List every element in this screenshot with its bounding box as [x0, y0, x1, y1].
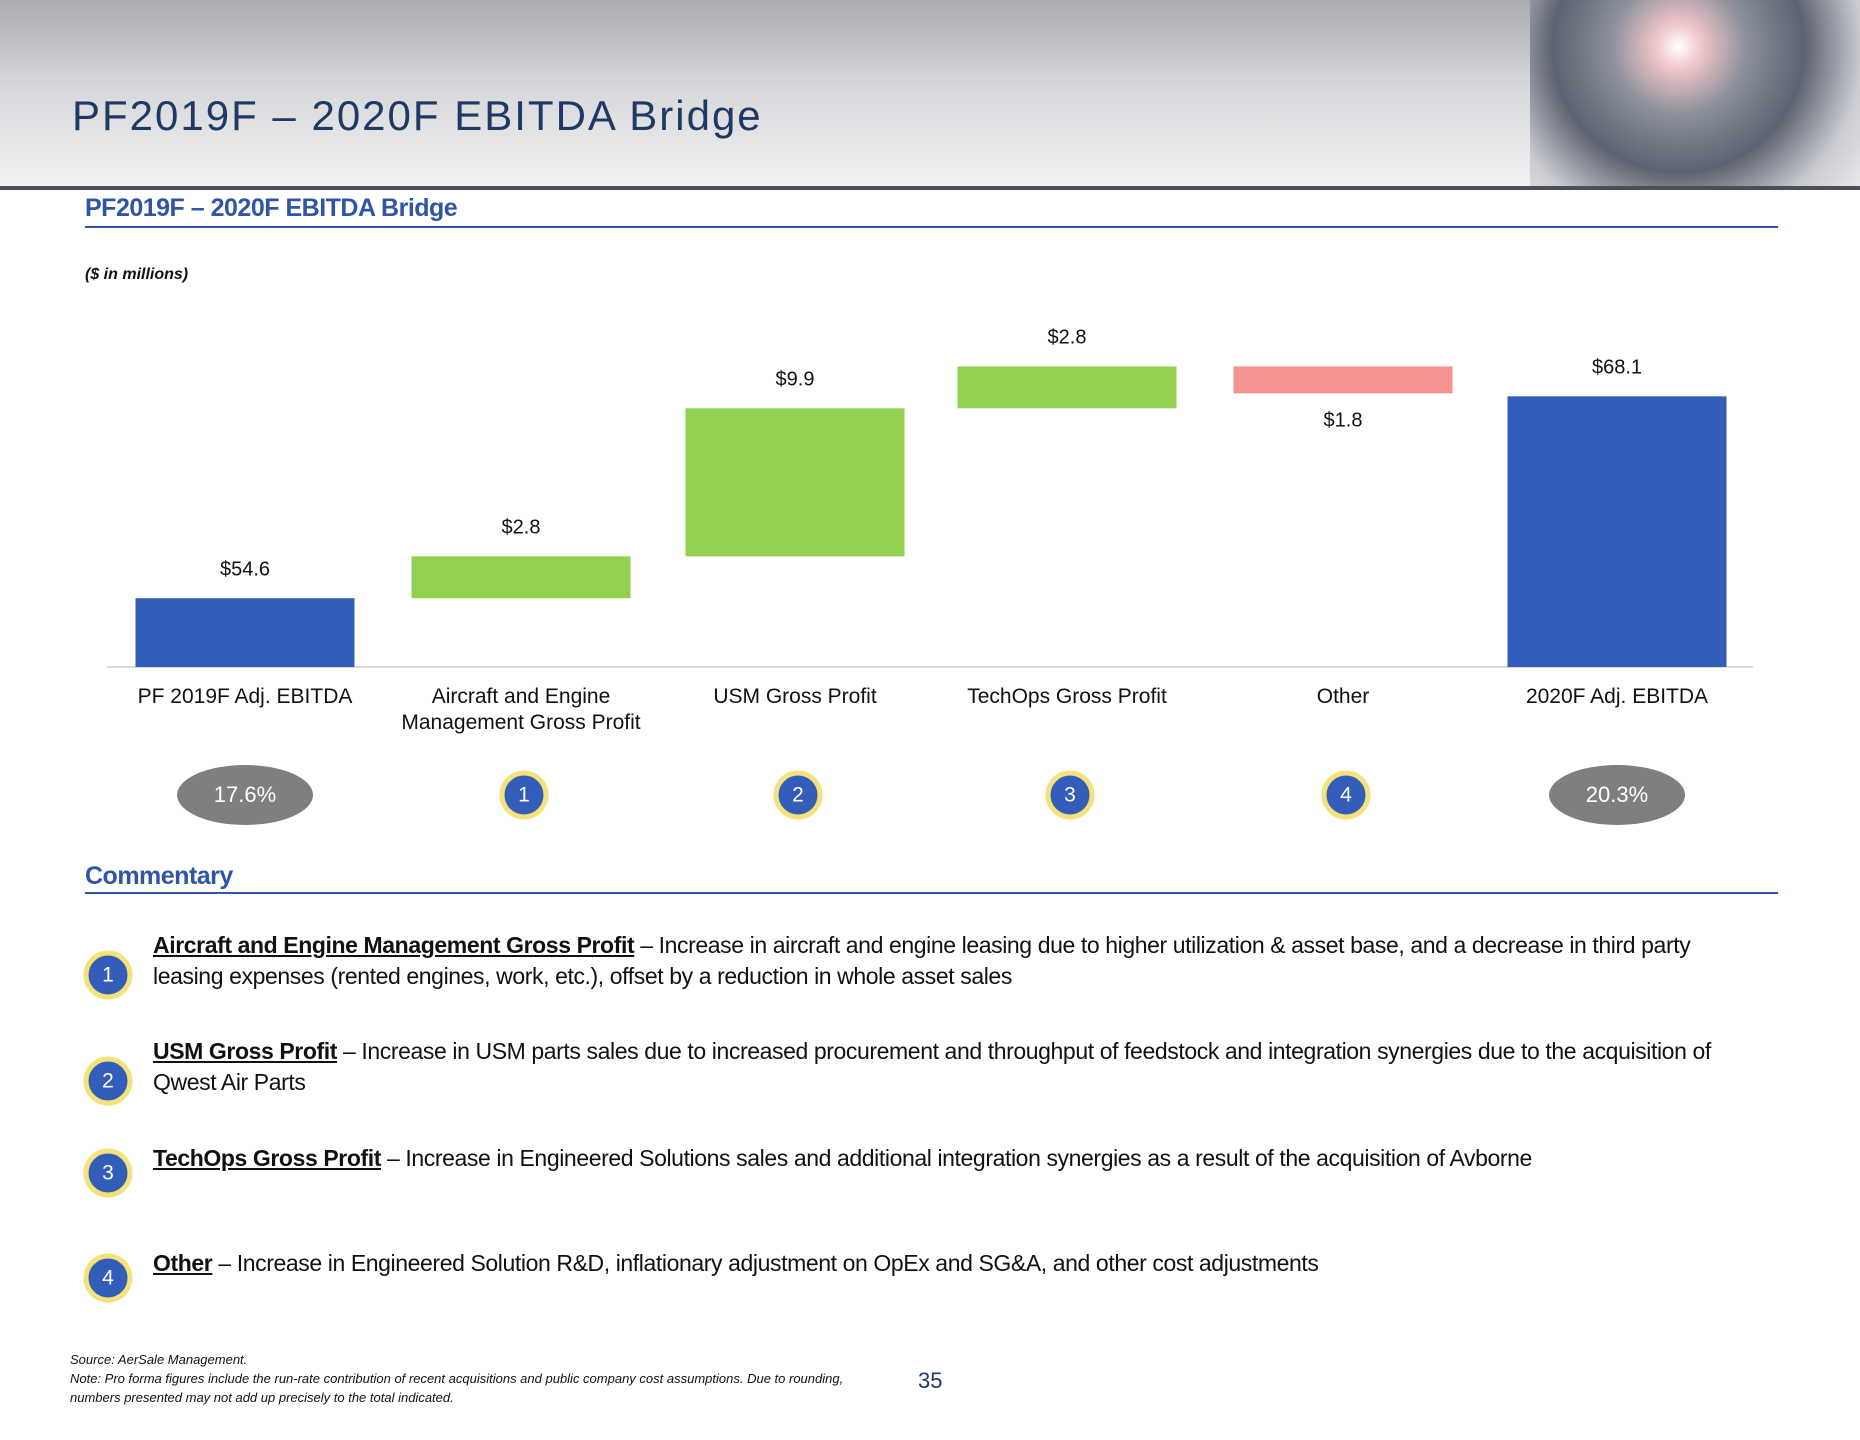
chart: $54.6 $2.8 $9.9 $2.8 $1.8 $68.1 17.6% 1 2 3 4 20.3% [107, 327, 1753, 825]
item-text: – Increase in aircraft and engine leasin… [153, 932, 1691, 989]
header-image [1530, 0, 1860, 186]
margin-badge [1549, 765, 1685, 825]
data-label: $54.6 [220, 558, 270, 580]
section-rule [85, 226, 1778, 228]
x-tick-label: 2020F Adj. EBITDA [1525, 685, 1709, 708]
commentary-item: Other – Increase in Engineered Solution … [153, 1248, 1763, 1279]
badge-number: 4 [102, 1267, 114, 1290]
data-label: $2.8 [502, 517, 541, 539]
margin-badge [177, 765, 313, 825]
margin-label: 20.3% [1586, 782, 1648, 807]
source-note: Source: AerSale Management. [70, 1352, 248, 1367]
bar [411, 556, 631, 599]
item-heading: Aircraft and Engine Management Gross Pro… [153, 932, 635, 958]
item-heading: TechOps Gross Profit [153, 1145, 382, 1171]
number-badge [1045, 770, 1095, 820]
footnote: Note: Pro forma figures include the run-… [70, 1371, 844, 1405]
badge-number: 3 [102, 1162, 114, 1185]
number-badge [83, 950, 133, 1000]
bar [135, 598, 355, 667]
data-label: $2.8 [1048, 327, 1087, 349]
page-number: 35 [918, 1368, 943, 1393]
data-label: $68.1 [1592, 357, 1642, 379]
data-label: $9.9 [776, 369, 815, 391]
x-tick-label: Aircraft and Engine Management Gross Pro… [401, 685, 641, 734]
section-title: PF2019F – 2020F EBITDA Bridge [85, 194, 458, 222]
x-tick-label: PF 2019F Adj. EBITDA [137, 685, 353, 708]
number-badge [499, 770, 549, 820]
commentary-title: Commentary [85, 862, 233, 890]
item-text: – Increase in Engineered Solution R&D, i… [218, 1250, 1319, 1276]
slide-title: PF2019F – 2020F EBITDA Bridge [72, 92, 763, 139]
badge-number: 3 [1064, 784, 1076, 807]
item-heading: USM Gross Profit [153, 1038, 338, 1064]
badge-number: 1 [102, 964, 114, 987]
badge-number: 2 [792, 784, 804, 807]
x-tick-label: Other [1316, 685, 1370, 708]
bar [1233, 366, 1453, 394]
commentary-item: USM Gross Profit – Increase in USM parts… [153, 1036, 1763, 1098]
commentary-item: TechOps Gross Profit – Increase in Engin… [153, 1143, 1763, 1174]
bar [1507, 396, 1727, 667]
number-badge [773, 770, 823, 820]
commentary-rule [85, 892, 1778, 894]
badge-number: 1 [518, 784, 530, 807]
bar [685, 408, 905, 557]
bar [957, 366, 1177, 409]
number-badge [83, 1056, 133, 1106]
commentary-item: Aircraft and Engine Management Gross Pro… [153, 930, 1763, 992]
item-heading: Other [153, 1250, 213, 1276]
margin-label: 17.6% [214, 782, 276, 807]
number-badge [83, 1148, 133, 1198]
commentary-badges: 1 2 3 4 [83, 950, 133, 1303]
item-text: – Increase in Engineered Solutions sales… [387, 1145, 1532, 1171]
data-label: $1.8 [1324, 410, 1363, 432]
x-tick-label: USM Gross Profit [713, 685, 877, 708]
item-text: – Increase in USM parts sales due to inc… [153, 1038, 1711, 1095]
badge-number: 4 [1340, 784, 1352, 807]
number-badge [1321, 770, 1371, 820]
badge-number: 2 [102, 1070, 114, 1093]
units-note: ($ in millions) [85, 266, 189, 283]
x-tick-label: TechOps Gross Profit [967, 685, 1167, 708]
number-badge [83, 1253, 133, 1303]
